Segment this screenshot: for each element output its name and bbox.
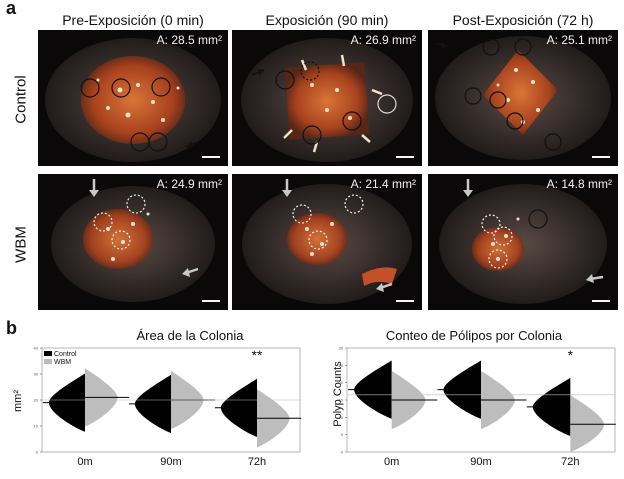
y-tick-label: 10 [339, 415, 344, 420]
micrograph-control-pre: A: 28.5 mm² [38, 30, 228, 166]
area-label: A: 26.9 mm² [350, 33, 416, 47]
colony-image [428, 174, 618, 310]
y-axis-label-area: mm² [12, 390, 24, 412]
scale-bar [202, 300, 220, 302]
violin-chart-polyps: 0 5 10 15 20 25 30 0m 90m 72h * [339, 346, 616, 468]
area-label: A: 24.9 mm² [156, 177, 222, 191]
y-tick-label: 30 [339, 346, 344, 351]
micrograph-control-post: A: 25.1 mm² [428, 30, 618, 166]
micrograph-wbm-exp: A: 21.4 mm² [232, 174, 422, 310]
legend-swatch-wbm [44, 359, 52, 364]
x-tick-label: 72h [248, 456, 266, 468]
colony-image [232, 30, 422, 166]
scale-bar [396, 300, 414, 302]
scale-bar [396, 156, 414, 158]
significance-marker: * [568, 347, 574, 363]
legend-label-control: Control [54, 351, 77, 358]
micrograph-wbm-pre: A: 24.9 mm² [38, 174, 228, 310]
area-label: A: 21.4 mm² [350, 177, 416, 191]
panel-b-label: b [6, 318, 17, 338]
y-tick-label: 0 [341, 450, 344, 455]
area-label: A: 14.8 mm² [546, 177, 612, 191]
y-tick-label: 10 [34, 424, 39, 429]
colony-image [38, 174, 228, 310]
scale-bar [592, 156, 610, 158]
scale-bar [202, 156, 220, 158]
y-tick-label: 0 [36, 450, 39, 455]
scale-bar [592, 300, 610, 302]
row-label-wbm: WBM [12, 226, 30, 263]
legend-swatch-control [44, 351, 52, 356]
colony-image [232, 174, 422, 310]
micrograph-control-exp: A: 26.9 mm² [232, 30, 422, 166]
y-tick-label: 30 [34, 372, 39, 377]
x-tick-label: 90m [470, 456, 491, 468]
x-tick-label: 0m [77, 456, 92, 468]
y-tick-label: 20 [339, 380, 344, 385]
chart-title-area: Área de la Colonia [136, 328, 244, 343]
colony-image [428, 30, 618, 166]
row-label-control: Control [12, 75, 30, 124]
panel-a-label: a [6, 0, 17, 18]
y-tick-label: 40 [34, 346, 39, 351]
x-tick-label: 90m [160, 456, 181, 468]
micrograph-wbm-post: A: 14.8 mm² [428, 174, 618, 310]
y-tick-label: 25 [339, 363, 344, 368]
x-tick-label: 72h [561, 456, 579, 468]
violin-wbm [570, 395, 605, 452]
x-tick-label: 0m [384, 456, 399, 468]
y-tick-label: 20 [34, 398, 39, 403]
colony-image [38, 30, 228, 166]
y-tick-label: 5 [341, 432, 344, 437]
significance-marker: ** [252, 347, 263, 363]
column-header-exp: Exposición (90 min) [265, 12, 389, 28]
column-header-post: Post-Exposición (72 h) [452, 12, 594, 28]
area-label: A: 25.1 mm² [546, 33, 612, 47]
column-header-pre: Pre-Exposición (0 min) [62, 12, 204, 28]
area-label: A: 28.5 mm² [156, 33, 222, 47]
legend-label-wbm: WBM [54, 359, 71, 366]
y-tick-label: 15 [339, 398, 344, 403]
chart-title-polyps: Conteo de Pólipos por Colonia [385, 328, 563, 343]
